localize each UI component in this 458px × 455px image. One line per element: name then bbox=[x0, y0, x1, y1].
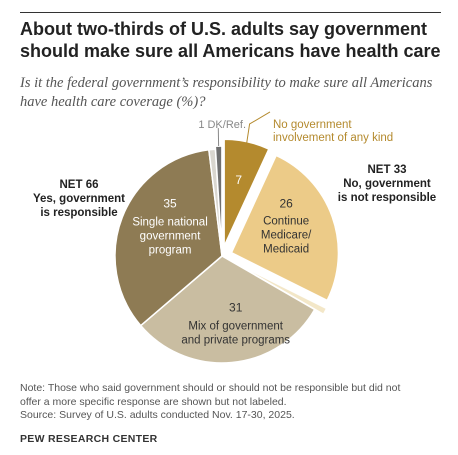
category-label-single: Single national government program bbox=[132, 216, 207, 256]
callout-line-no-gov bbox=[246, 111, 271, 144]
value-label-single: 35 bbox=[163, 196, 177, 210]
net-yes-text-1: Yes, government bbox=[32, 193, 126, 205]
category-label-medicare: Continue Medicare/Medicaid bbox=[261, 215, 312, 255]
value-label-medicare: 26 bbox=[279, 196, 293, 210]
pie-slice-1 bbox=[230, 154, 340, 302]
brand-logo-text: PEW RESEARCH CENTER bbox=[20, 433, 158, 445]
value-label-no-gov: 7 bbox=[235, 173, 242, 187]
value-label-mix: 31 bbox=[229, 301, 243, 315]
pie-slice-4 bbox=[114, 148, 223, 327]
net-yes-text-2: is responsible bbox=[40, 207, 118, 219]
net-no-text-2: is not responsible bbox=[337, 192, 437, 204]
chart-subtitle: Is it the federal government’s responsib… bbox=[20, 75, 433, 110]
category-label-mix: Mix of government and private programs bbox=[181, 321, 290, 347]
net-no-value: NET 33 bbox=[367, 164, 407, 176]
note-line-1: Note: Those who said government should o… bbox=[20, 382, 401, 394]
net-yes-value: NET 66 bbox=[59, 179, 99, 191]
category-label-no-gov: No government involvement of any kind bbox=[273, 119, 393, 144]
chart-note: Note: Those who said government should o… bbox=[20, 382, 445, 423]
pie-slice-3 bbox=[139, 255, 316, 364]
top-rule bbox=[20, 12, 441, 13]
source-line: Source: Survey of U.S. adults conducted … bbox=[20, 409, 295, 421]
net-no-label: NET 33 No, government is not responsible bbox=[332, 163, 442, 205]
chart-title: About two-thirds of U.S. adults say gove… bbox=[20, 19, 441, 61]
net-no-text-1: No, government bbox=[343, 178, 431, 190]
note-line-2: offer a more specific response are shown… bbox=[20, 395, 287, 408]
net-yes-label: NET 66 Yes, government is responsible bbox=[24, 178, 134, 220]
category-label-dk: 1 DK/Ref. bbox=[198, 119, 246, 131]
